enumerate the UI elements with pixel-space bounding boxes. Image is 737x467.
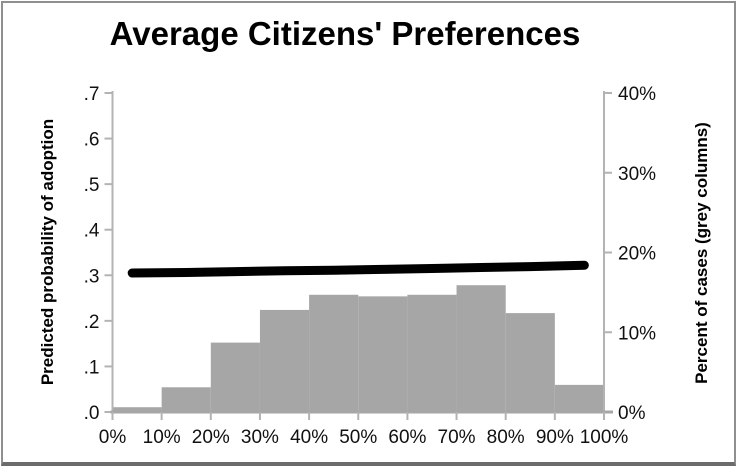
x-axis-tick-label: 60% — [388, 427, 426, 448]
left-axis-tick-label: .6 — [84, 130, 100, 151]
predicted-probability-line — [127, 260, 589, 278]
left-axis-tick-label: .7 — [84, 84, 100, 105]
plot-area: .7 .6 .5 .4 .3 .2 .1 .0 40% 30% 20% 10% 0% 0% 10% 20% 30… — [84, 84, 656, 448]
x-axis-tick-label: 30% — [241, 427, 279, 448]
histogram-bar — [407, 294, 457, 412]
left-axis-tick-label: .3 — [84, 266, 100, 287]
left-axis-tick-label: .0 — [84, 403, 100, 424]
right-axis-tick-label: 40% — [618, 84, 656, 105]
x-axis-tick-label: 90% — [536, 427, 574, 448]
x-axis-tick-label: 20% — [192, 427, 230, 448]
histogram-bar — [210, 342, 260, 412]
right-axis-tick-label: 0% — [618, 403, 646, 424]
histogram-bar — [259, 309, 310, 412]
left-axis-tick-label: .5 — [84, 175, 100, 196]
x-axis-tick-label: 80% — [487, 427, 525, 448]
histogram-bar — [505, 313, 555, 412]
histogram-bar — [161, 387, 211, 412]
histogram-bar — [456, 285, 506, 412]
left-axis-tick-label: .2 — [84, 312, 100, 333]
chart-title: Average Citizens' Preferences — [109, 15, 581, 52]
x-axis-tick-label: 0% — [99, 427, 127, 448]
right-axis-tick-label: 30% — [618, 164, 656, 185]
right-axis-tick-label: 10% — [618, 323, 656, 344]
histogram-bar — [358, 296, 408, 412]
x-axis-tick-label: 50% — [339, 427, 377, 448]
right-axis-tick-label: 20% — [618, 244, 656, 265]
left-axis-tick-label: .1 — [84, 357, 100, 378]
histogram-bar — [112, 407, 162, 412]
x-axis-tick-label: 40% — [290, 427, 328, 448]
x-axis-tick-label: 70% — [438, 427, 476, 448]
left-axis-tick-label: .4 — [84, 221, 100, 242]
x-axis-tick-label: 10% — [143, 427, 181, 448]
x-axis-tick-label: 100% — [580, 427, 629, 448]
histogram-bar — [554, 384, 604, 412]
histogram-bar — [309, 294, 359, 412]
